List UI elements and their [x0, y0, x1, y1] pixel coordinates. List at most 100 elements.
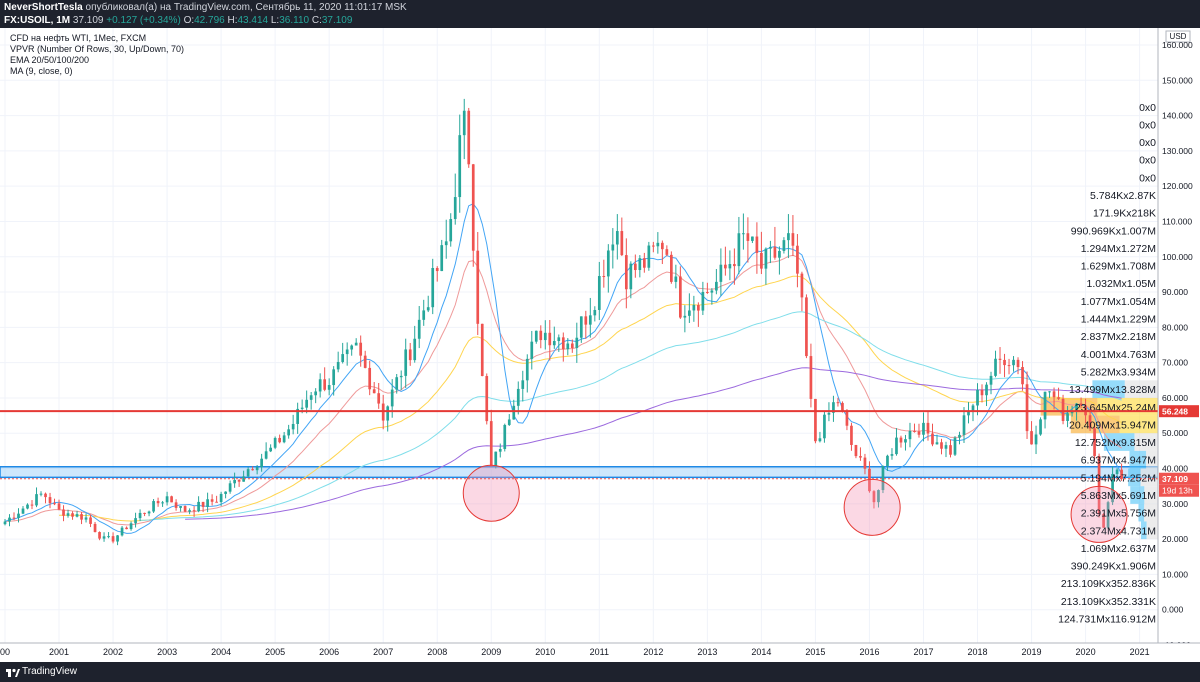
candle-body — [80, 514, 83, 520]
ema200-line — [185, 367, 1122, 520]
candle-body — [1007, 365, 1011, 367]
volume-profile-up-bar — [1129, 450, 1147, 469]
time-tick-label: 2008 — [427, 647, 447, 657]
candle-body — [895, 437, 898, 455]
candle-body — [89, 517, 92, 524]
candle-body — [197, 501, 200, 512]
candle-body — [890, 454, 894, 456]
candle-body — [534, 330, 538, 342]
candle-body — [251, 469, 254, 471]
candle-body — [998, 358, 1002, 360]
candle-body — [377, 393, 381, 404]
candle-body — [710, 290, 714, 293]
tradingview-brand[interactable]: TradingView — [22, 666, 78, 677]
volume-profile-label: 124.731Mx116.912M — [1058, 614, 1156, 626]
candle-body — [1066, 413, 1069, 421]
candle-body — [940, 442, 943, 449]
candle-body — [651, 245, 655, 247]
time-tick-label: 2005 — [265, 647, 285, 657]
candle-body — [552, 341, 556, 346]
candle-body — [917, 431, 921, 435]
candle-body — [449, 219, 453, 242]
volume-profile-label: 1.294Mx1.272M — [1081, 243, 1156, 255]
candle-body — [102, 536, 106, 539]
symbol-name[interactable]: FX:USOIL, 1M — [4, 15, 71, 26]
legend-ema[interactable]: EMA 20/50/100/200 — [10, 55, 90, 65]
candle-body — [359, 342, 363, 356]
time-tick-label: 00 — [0, 647, 10, 657]
candle-body — [633, 263, 637, 271]
volume-profile-label: 213.109Kx352.836K — [1061, 578, 1156, 590]
price-axis-bg — [1158, 28, 1200, 643]
legend-vpvr[interactable]: VPVR (Number Of Rows, 30, Up/Down, 70) — [10, 44, 185, 54]
candle-body — [156, 501, 160, 504]
low-circle — [843, 478, 901, 536]
candle-body — [624, 255, 628, 290]
legend-title[interactable]: CFD на нефть WTI, 1Мес, FXCM — [10, 33, 147, 43]
open-value: 42.796 — [194, 15, 225, 26]
candle-body — [287, 429, 290, 436]
candle-body — [985, 384, 988, 396]
candle-body — [660, 242, 664, 250]
candle-body — [962, 415, 966, 435]
candles — [3, 98, 1123, 546]
candle-body — [597, 276, 601, 310]
candle-body — [850, 425, 853, 445]
candle-body — [71, 513, 74, 517]
author-name[interactable]: NeverShortTesla — [4, 2, 83, 13]
price-chart[interactable]: 0x0 0x0 0x0 0x0 0x0 5.784Kx2.87K 171.9Kx218K 99… — [0, 28, 1200, 662]
candle-body — [926, 422, 930, 434]
candle-body — [516, 388, 520, 406]
tradingview-logo-icon — [6, 668, 20, 677]
candle-body — [971, 405, 975, 411]
candle-body — [309, 395, 313, 400]
candle-body — [300, 407, 304, 409]
candle-body — [670, 254, 673, 282]
candle-body — [773, 246, 777, 258]
candle-body — [57, 503, 61, 510]
price-tick-label: 20.000 — [1162, 534, 1188, 544]
currency-label: USD — [1170, 32, 1187, 41]
candle-body — [390, 389, 394, 407]
price-tick-label: 160.000 — [1162, 40, 1193, 50]
price-tick-label: 50.000 — [1162, 428, 1188, 438]
candle-body — [269, 447, 272, 452]
price-tick-label: 40.000 — [1162, 464, 1188, 474]
candle-body — [575, 337, 579, 348]
candle-body — [1012, 359, 1015, 366]
candle-body — [796, 245, 799, 274]
candle-body — [688, 310, 691, 316]
low-label: L: — [270, 15, 280, 26]
candle-body — [742, 233, 745, 235]
price-tick-label: 60.000 — [1162, 393, 1188, 403]
chart-grid — [0, 28, 1158, 646]
symbol-line: FX:USOIL, 1M 37.109 +0.127 (+0.34%) O:42… — [4, 15, 352, 26]
legend-ma[interactable]: MA (9, close, 0) — [10, 66, 73, 76]
last-price-badge — [1159, 472, 1199, 485]
time-tick-label: 2004 — [211, 647, 231, 657]
candle-body — [809, 356, 813, 399]
support-zone — [0, 466, 1159, 479]
candle-body — [39, 493, 43, 495]
candle-body — [336, 361, 340, 370]
candle-body — [345, 349, 349, 355]
volume-profile-up-bar — [1138, 503, 1145, 522]
candle-body — [760, 252, 763, 269]
moving-averages — [4, 203, 1123, 534]
candle-body — [863, 457, 867, 469]
low-circles — [462, 464, 1128, 543]
candle-body — [467, 110, 471, 165]
price-lines — [0, 410, 1158, 480]
candle-body — [656, 242, 660, 247]
candle-body — [476, 250, 480, 324]
volume-profile-down-bar — [1144, 486, 1158, 504]
candle-body — [354, 342, 358, 346]
candle-body — [183, 506, 187, 512]
high-value: 43.414 — [237, 15, 269, 26]
candle-body — [489, 421, 493, 467]
candle-body — [800, 273, 804, 298]
countdown-label: 19d 13h — [1162, 486, 1193, 496]
time-tick-label: 2009 — [481, 647, 501, 657]
candle-body — [503, 424, 507, 450]
publish-line: NeverShortTesla опубликовал(а) на Tradin… — [4, 2, 407, 13]
